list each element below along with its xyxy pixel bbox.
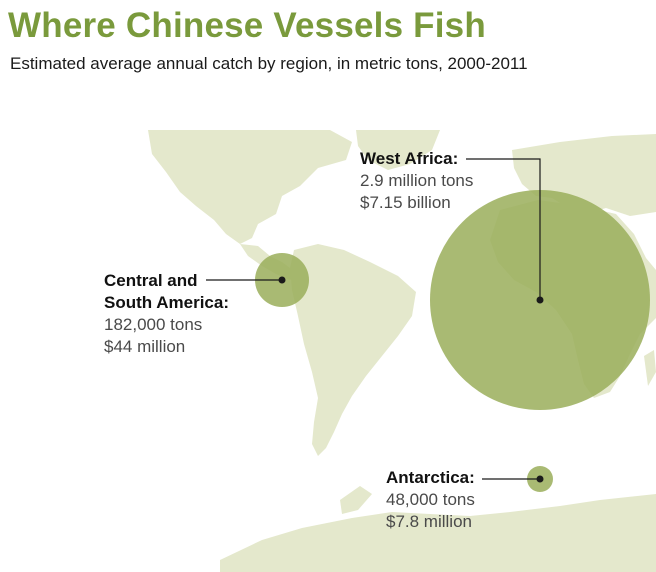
north-america-landmass (148, 130, 352, 244)
west-africa-name: West Africa: (360, 149, 459, 168)
map-subtitle: Estimated average annual catch by region… (10, 54, 528, 73)
leader-dots (278, 276, 544, 483)
central-south-america-tons: 182,000 tons (104, 315, 203, 334)
central-south-america-label: Central and South America: 182,000 tons … (104, 270, 229, 358)
antarctic-peninsula-landmass (340, 486, 372, 514)
map-title: Where Chinese Vessels Fish (8, 6, 486, 45)
leader-lines (206, 158, 541, 480)
antarctica-value: $7.8 million (386, 512, 472, 531)
west-africa-label: West Africa: 2.9 million tons $7.15 bill… (360, 148, 473, 214)
greenland-landmass (356, 130, 440, 170)
central-south-america-name-line-2: South America: (104, 293, 230, 312)
west-africa-value: $7.15 billion (360, 193, 451, 212)
antarctica-label: Antarctica: 48,000 tons $7.8 million (386, 467, 475, 533)
antarctica-landmass (220, 494, 656, 572)
antarctica-dot (536, 475, 544, 483)
west-africa-leader-line (466, 158, 541, 300)
central-south-america-dot (278, 276, 286, 284)
west-africa-tons: 2.9 million tons (360, 171, 474, 190)
south-america-landmass (290, 244, 416, 456)
central-south-america-value: $44 million (104, 337, 186, 356)
central-south-america-name-line-1: Central and (104, 271, 198, 290)
madagascar-landmass (644, 350, 656, 386)
antarctica-name: Antarctica: (386, 468, 475, 487)
antarctica-tons: 48,000 tons (386, 490, 475, 509)
west-africa-dot (536, 296, 544, 304)
